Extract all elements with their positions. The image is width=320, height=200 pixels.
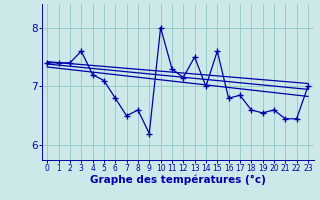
X-axis label: Graphe des températures (°c): Graphe des températures (°c) [90, 175, 266, 185]
